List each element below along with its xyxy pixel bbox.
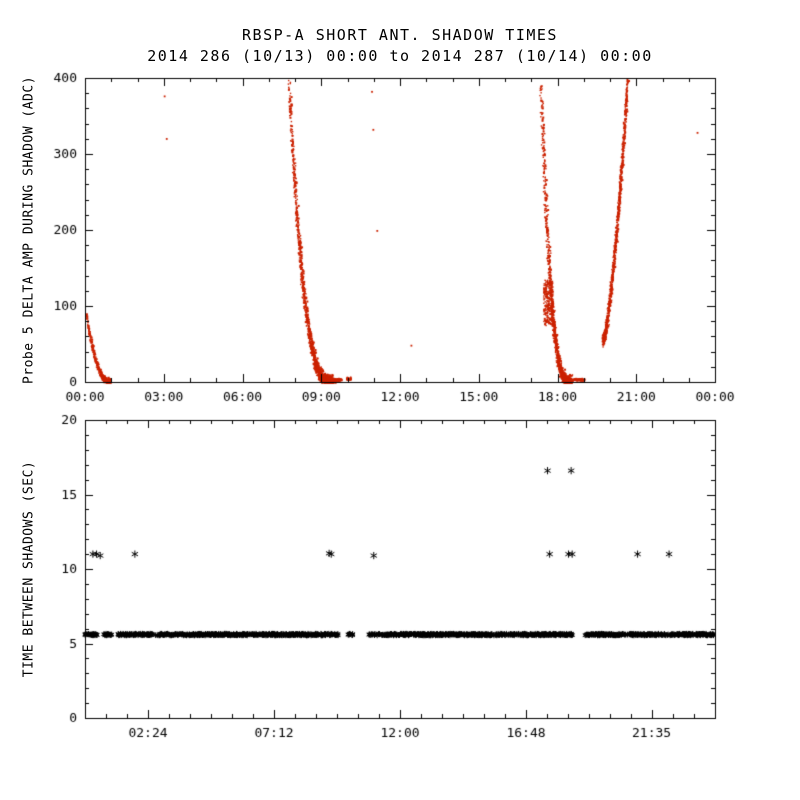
top-panel-y-axis-label: Probe 5 DELTA AMP DURING SHADOW (ADC) (21, 75, 37, 385)
chart-subtitle: 2014 286 (10/13) 00:00 to 2014 287 (10/1… (147, 47, 653, 65)
chart-title: RBSP-A SHORT ANT. SHADOW TIMES (242, 26, 558, 44)
bottom-panel-y-axis-label: TIME BETWEEN SHADOWS (SEC) (21, 460, 37, 678)
